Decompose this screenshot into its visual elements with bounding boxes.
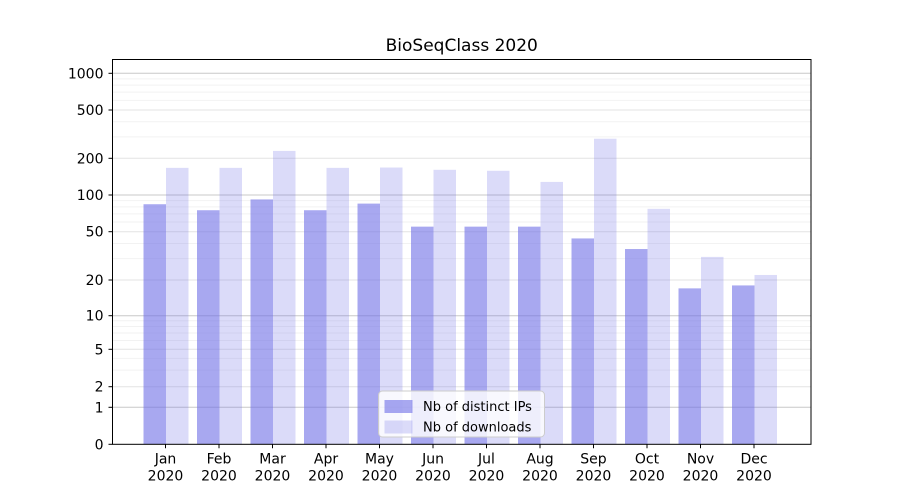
bar-aug-downloads bbox=[540, 181, 563, 445]
legend-box bbox=[378, 390, 545, 438]
x-tick-label-month: Jun bbox=[421, 452, 444, 468]
x-tick-label-year: 2020 bbox=[362, 469, 398, 485]
legend-label-downloads: Nb of downloads bbox=[423, 421, 532, 436]
y-tick-label-10: 10 bbox=[86, 309, 104, 325]
bar-mar-downloads bbox=[273, 150, 296, 445]
x-tick-label-year: 2020 bbox=[576, 469, 612, 485]
bar-oct-distinct-ips bbox=[625, 249, 648, 445]
x-axis-labels: Jan2020Feb2020Mar2020Apr2020May2020Jun20… bbox=[148, 452, 772, 485]
bar-apr-downloads bbox=[326, 167, 349, 445]
x-tick-label-month: Feb bbox=[207, 452, 232, 468]
x-tick-label-year: 2020 bbox=[736, 469, 772, 485]
bar-jul-downloads bbox=[487, 170, 510, 445]
y-tick-label-50: 50 bbox=[86, 225, 104, 241]
y-tick-label-1: 1 bbox=[95, 400, 104, 416]
x-tick-label-year: 2020 bbox=[629, 469, 665, 485]
x-tick-label-month: Oct bbox=[635, 452, 660, 468]
y-tick-label-200: 200 bbox=[77, 151, 104, 167]
bar-apr-distinct-ips bbox=[304, 210, 327, 445]
bar-jul-distinct-ips bbox=[464, 226, 487, 445]
bar-oct-downloads bbox=[647, 208, 670, 445]
x-tick-label-month: Jan bbox=[154, 452, 177, 468]
x-tick-label-month: Apr bbox=[314, 452, 338, 468]
x-tick-label-year: 2020 bbox=[148, 469, 184, 485]
x-tick-label-year: 2020 bbox=[469, 469, 505, 485]
bar-nov-distinct-ips bbox=[678, 288, 701, 445]
bar-dec-distinct-ips bbox=[732, 285, 755, 445]
bar-sep-distinct-ips bbox=[571, 238, 594, 445]
bar-jun-downloads bbox=[433, 169, 456, 445]
y-tick-label-1000: 1000 bbox=[68, 66, 104, 82]
y-tick-label-20: 20 bbox=[86, 273, 104, 289]
x-tick-label-month: Dec bbox=[740, 452, 767, 468]
x-tick-label-month: Jul bbox=[477, 452, 495, 468]
x-tick-label-month: Aug bbox=[526, 452, 553, 468]
bar-nov-downloads bbox=[701, 256, 724, 445]
x-tick-label-year: 2020 bbox=[255, 469, 291, 485]
x-tick-label-month: Nov bbox=[687, 452, 714, 468]
x-tick-label-month: Sep bbox=[580, 452, 607, 468]
bar-jan-downloads bbox=[166, 167, 189, 445]
legend: Nb of distinct IPs Nb of downloads bbox=[378, 390, 545, 438]
x-tick-label-year: 2020 bbox=[201, 469, 237, 485]
x-tick-label-year: 2020 bbox=[308, 469, 344, 485]
bar-may-downloads bbox=[380, 167, 403, 445]
y-tick-label-2: 2 bbox=[95, 380, 104, 396]
chart-title: BioSeqClass 2020 bbox=[386, 36, 538, 56]
y-tick-label-5: 5 bbox=[95, 342, 104, 358]
y-tick-label-0: 0 bbox=[95, 437, 104, 453]
bar-dec-downloads bbox=[754, 274, 777, 445]
bar-jun-distinct-ips bbox=[411, 226, 434, 445]
y-tick-label-500: 500 bbox=[77, 103, 104, 119]
y-axis-labels: 0 1 2 5 10 20 50 100 200 500 1000 bbox=[68, 66, 104, 453]
x-tick-label-year: 2020 bbox=[683, 469, 719, 485]
plot-border bbox=[112, 59, 812, 445]
legend-label-distinct-ips: Nb of distinct IPs bbox=[423, 400, 532, 415]
legend-swatch-distinct-ips bbox=[384, 400, 413, 413]
bar-feb-downloads bbox=[219, 167, 242, 445]
bar-feb-distinct-ips bbox=[197, 210, 220, 445]
bar-may-distinct-ips bbox=[357, 203, 380, 445]
bar-mar-distinct-ips bbox=[250, 199, 273, 445]
legend-swatch-downloads bbox=[384, 420, 413, 434]
bar-sep-downloads bbox=[594, 138, 617, 445]
x-tick-label-year: 2020 bbox=[522, 469, 558, 485]
x-tick-label-month: May bbox=[365, 452, 394, 468]
y-tick-label-100: 100 bbox=[77, 188, 104, 204]
x-tick-label-year: 2020 bbox=[415, 469, 451, 485]
bar-jan-distinct-ips bbox=[143, 204, 166, 445]
x-tick-label-month: Mar bbox=[259, 452, 286, 468]
axis-tick-marks bbox=[108, 72, 755, 449]
bars bbox=[143, 138, 777, 445]
bar-aug-distinct-ips bbox=[518, 226, 541, 445]
